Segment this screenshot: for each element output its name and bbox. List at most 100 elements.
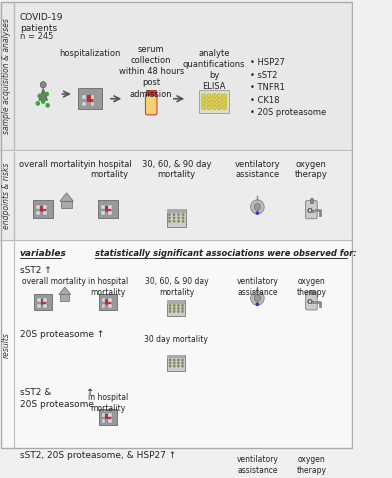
Circle shape (212, 94, 216, 98)
Bar (105, 206, 111, 212)
Bar (82, 102, 86, 106)
Circle shape (212, 105, 216, 110)
Polygon shape (60, 193, 73, 201)
Circle shape (177, 217, 180, 219)
Circle shape (169, 310, 171, 313)
Text: sST2, 20S proteasome, & HSP27 ↑: sST2, 20S proteasome, & HSP27 ↑ (20, 451, 176, 459)
Circle shape (201, 94, 206, 98)
Bar (41, 299, 45, 304)
Circle shape (169, 304, 171, 307)
Bar (102, 298, 105, 302)
Circle shape (254, 474, 261, 478)
Bar (37, 298, 40, 302)
Bar (91, 95, 94, 98)
Bar (108, 419, 112, 423)
FancyBboxPatch shape (306, 292, 317, 310)
Bar (43, 304, 47, 308)
Bar (105, 206, 111, 211)
Text: COVID-19
patients: COVID-19 patients (20, 13, 63, 33)
Bar (146, 90, 156, 96)
Circle shape (177, 220, 180, 223)
Bar (0, 242, 353, 448)
Circle shape (177, 358, 180, 361)
Circle shape (217, 105, 221, 110)
Bar (105, 414, 111, 419)
Circle shape (207, 94, 211, 98)
Text: 30 day mortality: 30 day mortality (145, 335, 208, 344)
Circle shape (254, 295, 261, 302)
Text: ventilatory
assistance: ventilatory assistance (236, 277, 278, 297)
Circle shape (169, 362, 171, 364)
Bar (87, 96, 93, 102)
Circle shape (181, 362, 184, 364)
FancyBboxPatch shape (99, 409, 117, 424)
Text: endpoints & risks: endpoints & risks (2, 163, 11, 229)
Circle shape (201, 101, 206, 106)
Circle shape (207, 105, 211, 110)
FancyBboxPatch shape (306, 201, 317, 218)
Text: oxygen
therapy: oxygen therapy (296, 455, 327, 475)
Circle shape (177, 213, 180, 216)
Circle shape (181, 358, 184, 361)
Circle shape (250, 291, 264, 305)
Circle shape (40, 82, 46, 88)
Circle shape (36, 101, 40, 106)
FancyBboxPatch shape (33, 200, 53, 217)
Bar (87, 95, 93, 102)
Circle shape (177, 304, 180, 307)
FancyBboxPatch shape (199, 90, 229, 113)
Bar (310, 290, 313, 294)
Circle shape (172, 220, 175, 223)
Circle shape (169, 307, 171, 310)
Text: n = 245: n = 245 (20, 32, 53, 41)
Circle shape (173, 310, 176, 313)
Circle shape (254, 204, 261, 210)
Bar (167, 355, 185, 358)
Text: O₂: O₂ (307, 207, 316, 214)
Bar (40, 300, 46, 304)
Bar (91, 102, 94, 106)
Circle shape (181, 304, 184, 307)
Circle shape (177, 365, 180, 368)
Bar (102, 304, 105, 308)
Bar (102, 413, 105, 417)
Circle shape (182, 213, 185, 216)
Text: overall mortality: overall mortality (22, 277, 86, 286)
Text: 30, 60, & 90 day
mortality: 30, 60, & 90 day mortality (142, 160, 211, 179)
Bar (108, 298, 112, 302)
Circle shape (181, 365, 184, 368)
Circle shape (222, 98, 227, 102)
Bar (44, 205, 47, 209)
Bar (108, 205, 112, 209)
Circle shape (173, 365, 176, 368)
Bar (108, 211, 112, 215)
Circle shape (212, 98, 216, 102)
Circle shape (41, 99, 45, 104)
Bar (43, 298, 47, 302)
Text: results: results (2, 332, 11, 358)
FancyBboxPatch shape (98, 200, 118, 217)
Text: ventilatory
assistance: ventilatory assistance (234, 160, 280, 179)
Bar (106, 414, 110, 420)
Circle shape (222, 105, 227, 110)
Circle shape (173, 362, 176, 364)
Bar (105, 300, 111, 304)
Text: ventilatory
assistance: ventilatory assistance (236, 455, 278, 475)
Bar (310, 198, 313, 203)
Circle shape (172, 213, 175, 216)
Circle shape (169, 358, 171, 361)
Text: O₂: O₂ (307, 299, 316, 305)
Text: sST2 &
20S proteasome: sST2 & 20S proteasome (20, 389, 94, 409)
Circle shape (177, 310, 180, 313)
Circle shape (168, 220, 171, 223)
Circle shape (256, 303, 259, 306)
Polygon shape (59, 287, 71, 294)
Bar (108, 304, 112, 308)
Text: sST2 ↑: sST2 ↑ (20, 266, 52, 275)
Text: in hospital
mortality: in hospital mortality (88, 160, 132, 179)
FancyBboxPatch shape (167, 355, 185, 371)
Bar (108, 413, 112, 417)
Bar (167, 300, 185, 304)
Text: overall mortality: overall mortality (19, 160, 89, 169)
Bar (40, 206, 46, 211)
